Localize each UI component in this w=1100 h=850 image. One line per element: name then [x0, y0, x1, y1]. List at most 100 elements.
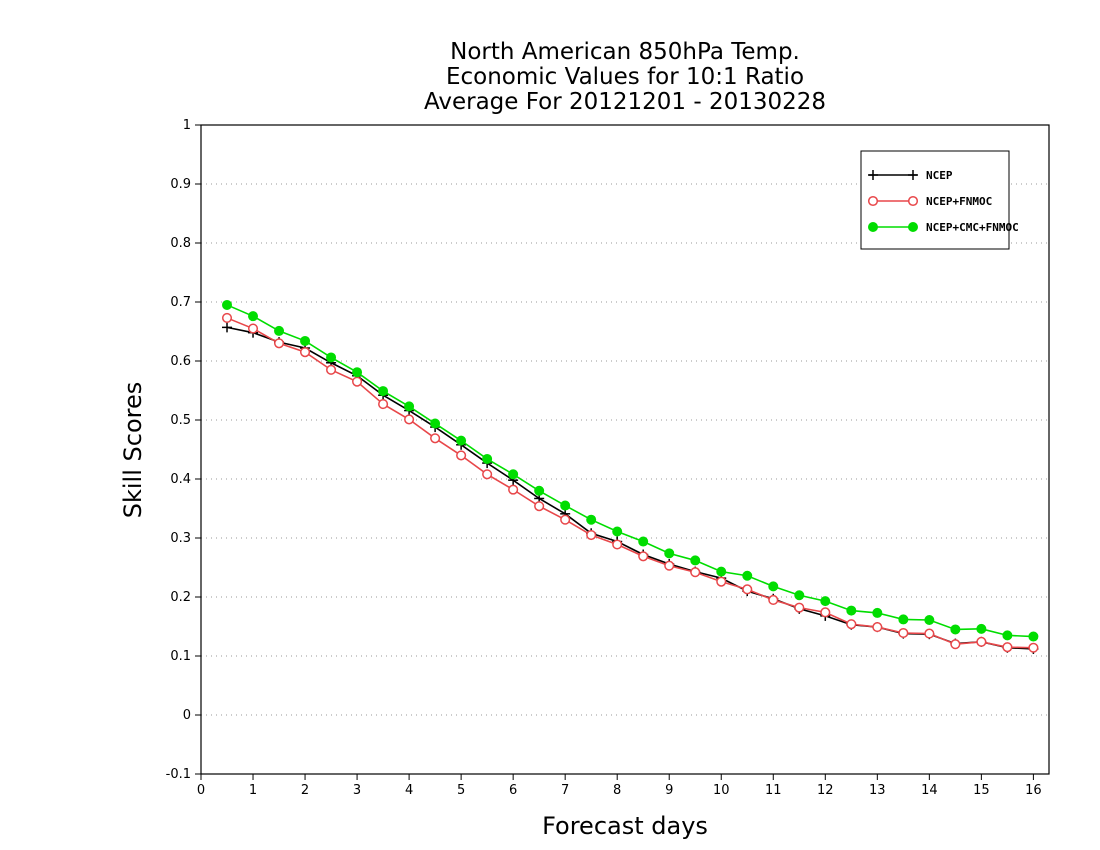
- data-point: [222, 299, 233, 310]
- data-point: [482, 453, 493, 464]
- data-point: [898, 614, 909, 625]
- data-point: [222, 322, 233, 333]
- data-point: [820, 596, 831, 607]
- data-point: [1002, 642, 1013, 653]
- data-point: [664, 560, 675, 571]
- data-point: [560, 500, 571, 511]
- data-point: [976, 623, 987, 634]
- series-ncep-fnmoc: [221, 312, 1039, 653]
- data-point: [794, 602, 805, 613]
- data-point: [456, 450, 467, 461]
- chart-title: North American 850hPa Temp. Economic Val…: [424, 39, 826, 115]
- x-tick-label: 15: [973, 783, 990, 798]
- data-point: [908, 170, 918, 180]
- series-ncep-cmc-fnmoc: [222, 299, 1039, 642]
- legend: NCEP NCEP+FNMOC NCEP+CMC+FNMOC: [860, 150, 1019, 250]
- data-point: [867, 195, 879, 207]
- data-point: [508, 484, 519, 495]
- data-point: [794, 590, 805, 601]
- series-line: [226, 326, 1034, 650]
- data-point: [742, 570, 753, 581]
- y-tick-label: 0.1: [170, 649, 191, 664]
- data-point: [274, 325, 285, 336]
- data-point: [898, 627, 909, 639]
- data-point: [664, 548, 675, 559]
- x-tick-label: 6: [509, 783, 517, 798]
- y-tick-label: 0.8: [170, 236, 191, 251]
- data-point: [768, 594, 779, 606]
- legend-entry: NCEP+FNMOC: [867, 195, 992, 208]
- data-point: [508, 469, 519, 480]
- data-point: [1028, 631, 1039, 642]
- x-tick-label: 2: [301, 783, 309, 798]
- data-point: [430, 418, 441, 429]
- data-point: [950, 639, 961, 650]
- data-point: [456, 435, 467, 446]
- data-point: [1002, 630, 1013, 641]
- data-point: [404, 414, 415, 425]
- legend-label: NCEP: [926, 169, 953, 182]
- y-tick-label: 0.2: [170, 590, 191, 605]
- y-tick-label: 0: [183, 708, 191, 723]
- data-point: [404, 401, 415, 412]
- chart-title-line-3: Average For 20121201 - 20130228: [424, 89, 826, 115]
- x-tick-label: 0: [197, 783, 205, 798]
- data-point: [768, 581, 779, 592]
- data-point: [690, 555, 701, 566]
- data-point: [612, 526, 623, 537]
- data-point: [430, 433, 441, 444]
- data-point: [868, 222, 878, 232]
- data-point: [1028, 642, 1039, 653]
- data-point: [846, 619, 857, 630]
- data-point: [378, 386, 389, 397]
- y-axis-title: Skill Scores: [119, 382, 147, 519]
- x-tick-label: 5: [457, 783, 465, 798]
- data-point: [868, 170, 878, 180]
- data-point: [612, 539, 623, 550]
- legend-entry: NCEP+CMC+FNMOC: [868, 221, 1019, 234]
- data-point: [742, 584, 753, 595]
- data-point: [716, 566, 727, 577]
- y-tick-label: 0.6: [170, 354, 191, 369]
- data-point: [299, 347, 311, 358]
- data-point: [846, 605, 857, 616]
- x-tick-label: 3: [353, 783, 361, 798]
- chart-title-line-1: North American 850hPa Temp.: [450, 39, 800, 65]
- axis-ticks: [195, 124, 1034, 780]
- x-tick-label: 9: [665, 783, 673, 798]
- x-tick-label: 8: [613, 783, 621, 798]
- data-point: [352, 376, 363, 387]
- x-tick-label: 1: [249, 783, 257, 798]
- x-tick-label: 16: [1025, 783, 1042, 798]
- y-tick-label: 0.3: [170, 531, 191, 546]
- legend-label: NCEP+CMC+FNMOC: [926, 221, 1019, 234]
- y-tick-label: -0.1: [166, 767, 191, 782]
- y-tick-label: 0.5: [170, 413, 191, 428]
- data-point: [638, 536, 649, 547]
- data-point: [924, 615, 935, 626]
- y-tick-label: 0.7: [170, 295, 191, 310]
- data-point: [534, 501, 545, 512]
- x-tick-labels: 0 1 2 3 4 5 6 7 8 9 10 11 12 13 14 15 16: [197, 783, 1042, 798]
- data-point: [560, 514, 571, 525]
- x-tick-label: 12: [817, 783, 834, 798]
- x-tick-label: 13: [869, 783, 886, 798]
- legend-box: [860, 150, 1010, 250]
- y-tick-label: 0.9: [170, 177, 191, 192]
- data-point: [950, 624, 961, 635]
- data-point: [872, 622, 883, 633]
- legend-entries: NCEP NCEP+FNMOC NCEP+CMC+FNMOC: [867, 169, 1019, 234]
- x-tick-label: 7: [561, 783, 569, 798]
- data-point: [690, 567, 701, 578]
- y-tick-label: 0.4: [170, 472, 191, 487]
- data-point: [820, 607, 831, 618]
- x-tick-label: 14: [921, 783, 938, 798]
- data-point: [378, 399, 389, 410]
- data-point: [586, 530, 597, 541]
- data-point: [248, 311, 259, 322]
- grid-lines: [201, 183, 1049, 716]
- series-line: [226, 304, 1034, 638]
- series-layer: [221, 299, 1039, 654]
- data-point: [586, 514, 597, 525]
- x-tick-label: 4: [405, 783, 413, 798]
